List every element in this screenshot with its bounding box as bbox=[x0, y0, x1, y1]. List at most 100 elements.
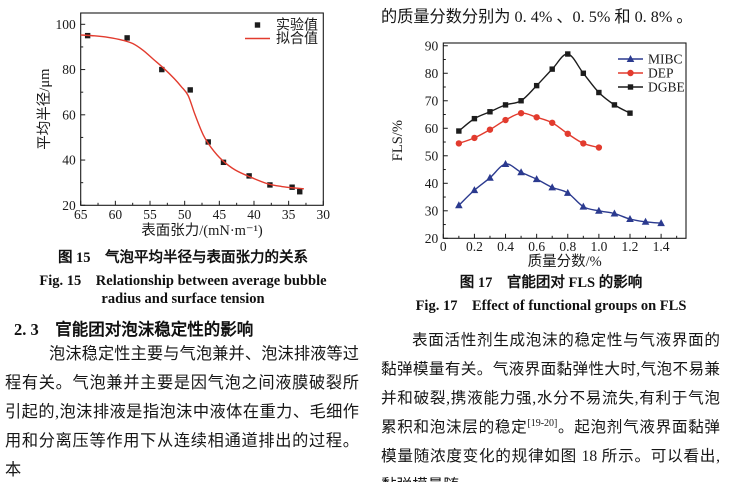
x-tick-label: 1.0 bbox=[590, 239, 607, 254]
data-point-marker bbox=[471, 134, 478, 142]
legend-label: 实验值 bbox=[276, 18, 318, 34]
y-tick-label: 80 bbox=[62, 62, 76, 77]
y-tick-label: 20 bbox=[62, 198, 76, 213]
x-tick-label: 60 bbox=[109, 207, 123, 222]
right-paragraph-text-cont: 。起泡剂气液界面黏弹模量随浓度变化的规律如图 18 所示。可以看出,黏弹模量随 bbox=[381, 419, 720, 482]
data-point-marker bbox=[596, 89, 602, 96]
y-tick-label: 40 bbox=[425, 176, 439, 191]
fig15-chart: 65 60 55 50 45 40 35 30 20 40 60 80 100 表面张力/(mN·m⁻¹)… bbox=[5, 2, 361, 246]
data-point-marker bbox=[455, 140, 463, 147]
data-point-marker bbox=[124, 35, 130, 41]
right-column: 的质量分数分别为 0. 4% 、0. 5% 和 0. 8% 。 0 0.2 0.4 0… bbox=[381, 0, 721, 482]
data-point-marker bbox=[580, 140, 587, 147]
y-tick-label: 90 bbox=[425, 38, 439, 53]
x-tick-label: 0.8 bbox=[559, 239, 576, 254]
right-paragraph-text: 表面活性剂生成泡沫的稳定性与气液界面的黏弹模量有关。气液界面黏弹性大时,气泡不易… bbox=[381, 332, 720, 436]
data-point-marker bbox=[627, 110, 633, 116]
x-tick-label: 45 bbox=[213, 207, 227, 222]
legend-marker bbox=[627, 69, 634, 77]
plot-frame bbox=[442, 42, 687, 239]
fig15-svg: 65 60 55 50 45 40 35 30 20 40 60 80 100 表面张力/(mN·m⁻¹)… bbox=[36, 12, 330, 239]
data-point-marker bbox=[187, 87, 193, 93]
data-point-marker bbox=[297, 189, 303, 195]
data-point-marker bbox=[486, 173, 494, 181]
fig15-caption-en-line2: radius and surface tension bbox=[101, 291, 265, 307]
data-point-marker bbox=[657, 219, 665, 227]
data-point-marker bbox=[455, 201, 463, 209]
x-tick-label: 0.4 bbox=[497, 239, 514, 254]
series-line bbox=[458, 112, 600, 149]
data-point-marker bbox=[579, 202, 588, 210]
x-tick-label: 65 bbox=[74, 207, 88, 222]
data-point-marker bbox=[518, 98, 524, 104]
series-MIBC bbox=[455, 160, 665, 227]
data-point-marker bbox=[517, 109, 525, 117]
fig17-chart: 0 0.2 0.4 0.6 0.8 1.0 1.2 1.4 20 30 40 50 60 70 80 90 质量… bbox=[381, 37, 720, 270]
x-tick-label: 30 bbox=[317, 207, 331, 222]
data-point-marker bbox=[611, 102, 618, 108]
legend-marker bbox=[627, 84, 634, 90]
y-tick-label: 40 bbox=[62, 153, 76, 168]
fig17-caption-cn: 图 17 官能团对 FLS 的影响 bbox=[459, 275, 643, 291]
legend-label: DGBE bbox=[648, 80, 685, 95]
data-point-marker bbox=[532, 175, 541, 183]
x-tick-label: 50 bbox=[178, 207, 192, 222]
x-tick-label: 1.4 bbox=[653, 239, 670, 254]
left-column: 65 60 55 50 45 40 35 30 20 40 60 80 100 表面张力/(mN·m⁻¹)… bbox=[5, 0, 361, 482]
data-point-marker bbox=[470, 186, 479, 194]
fig15-caption-cn: 图 15 气泡平均半径与表面张力的关系 bbox=[57, 250, 309, 266]
y-tick-label: 20 bbox=[425, 231, 439, 246]
series-line bbox=[80, 34, 304, 190]
series-拟合值 bbox=[80, 34, 304, 190]
data-point-marker bbox=[549, 119, 556, 126]
data-point-marker bbox=[565, 51, 571, 57]
data-point-marker bbox=[549, 66, 555, 72]
x-tick-label: 55 bbox=[143, 207, 157, 222]
data-point-marker bbox=[564, 130, 571, 137]
series-实验值 bbox=[84, 32, 303, 195]
right-top-line: 的质量分数分别为 0. 4% 、0. 5% 和 0. 8% 。 bbox=[381, 8, 693, 26]
y-tick-label: 100 bbox=[55, 17, 76, 32]
data-point-marker bbox=[595, 144, 603, 151]
fig15-caption-en-line1: Fig. 15 Relationship between average bub… bbox=[39, 273, 327, 289]
data-point-marker bbox=[533, 82, 540, 89]
legend-label: 拟合值 bbox=[276, 31, 318, 47]
data-point-marker bbox=[502, 102, 509, 108]
data-point-marker bbox=[533, 114, 540, 121]
data-point-marker bbox=[220, 159, 227, 166]
axes-ticks: 65 60 55 50 45 40 35 30 20 40 60 80 100 bbox=[55, 17, 330, 222]
data-point-marker bbox=[641, 217, 650, 225]
data-point-marker bbox=[502, 116, 509, 124]
data-point-marker bbox=[595, 206, 603, 214]
legend-marker bbox=[626, 55, 635, 62]
x-tick-label: 40 bbox=[247, 207, 261, 222]
x-tick-label: 1.2 bbox=[622, 239, 639, 254]
legend-label: MIBC bbox=[648, 52, 683, 67]
y-tick-label: 50 bbox=[425, 148, 439, 163]
legend-marker bbox=[254, 22, 261, 28]
data-point-marker bbox=[205, 139, 211, 145]
x-axis-label: 表面张力/(mN·m⁻¹) bbox=[141, 222, 263, 239]
x-tick-label: 35 bbox=[282, 207, 296, 222]
y-axis-label: FLS/% bbox=[390, 120, 406, 161]
data-point-marker bbox=[548, 183, 557, 191]
x-tick-label: 0.6 bbox=[528, 239, 545, 254]
y-tick-label: 30 bbox=[425, 203, 439, 218]
data-point-marker bbox=[501, 160, 510, 168]
data-point-marker bbox=[517, 168, 525, 176]
legend-label: DEP bbox=[648, 66, 674, 81]
series-DGBE bbox=[456, 51, 633, 134]
x-tick-label: 0 bbox=[440, 239, 447, 254]
x-tick-label: 0.2 bbox=[466, 239, 483, 254]
data-point-marker bbox=[471, 115, 478, 122]
data-point-marker bbox=[486, 126, 494, 133]
y-tick-label: 60 bbox=[425, 121, 439, 136]
x-axis-label: 质量分数/% bbox=[528, 253, 602, 269]
series-DEP bbox=[455, 109, 603, 151]
fig17-caption-en: Fig. 17 Effect of functional groups on F… bbox=[415, 298, 687, 314]
section-heading: 2. 3 官能团对泡沫稳定性的影响 bbox=[14, 320, 254, 339]
left-paragraph: 泡沫稳定性主要与气泡兼并、泡沫排液等过程有关。气泡兼并主要是因气泡之间液膜破裂所… bbox=[5, 345, 359, 479]
